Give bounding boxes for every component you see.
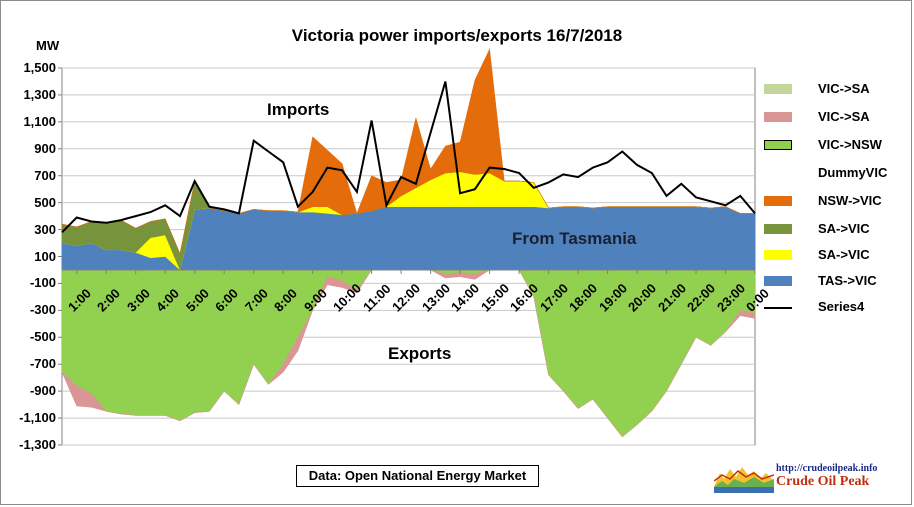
y-tick-label: 900 xyxy=(34,140,56,156)
legend-swatch xyxy=(764,84,792,94)
legend-label: VIC->SA xyxy=(818,81,870,96)
area-vic--sa xyxy=(61,269,756,438)
y-tick-label: -1,300 xyxy=(19,437,56,452)
oil-chart-icon xyxy=(714,467,774,493)
legend-label: VIC->SA xyxy=(818,109,870,124)
logo-url: http://crudeoilpeak.info xyxy=(776,463,878,474)
legend-label: TAS->VIC xyxy=(818,273,877,288)
legend-label: SA->VIC xyxy=(818,247,870,262)
y-tick-label: 300 xyxy=(34,221,56,237)
area-nsw--vic xyxy=(61,48,755,255)
exports-annotation: Exports xyxy=(388,344,452,363)
series-areas xyxy=(61,48,756,438)
series4-line xyxy=(61,81,756,234)
legend-label: NSW->VIC xyxy=(818,193,882,208)
y-tick-label: 1,100 xyxy=(23,113,56,129)
legend-label: DummyVIC xyxy=(818,165,888,180)
y-tick-label: 1,500 xyxy=(23,60,56,75)
legend-swatch xyxy=(764,224,792,234)
legend-swatch xyxy=(764,307,792,309)
y-tick-label: -100 xyxy=(29,275,56,291)
legend-swatch xyxy=(764,250,792,260)
y-tick-label: 100 xyxy=(34,248,56,264)
y-tick-label: -900 xyxy=(29,383,56,399)
legend-swatch xyxy=(764,112,792,122)
imports-annotation: Imports xyxy=(267,100,330,119)
y-tick-label: 700 xyxy=(34,167,56,183)
y-tick-label: 1,300 xyxy=(23,86,56,102)
legend-swatch xyxy=(764,276,792,286)
y-tick-label: -700 xyxy=(29,356,56,372)
y-tick-label: 500 xyxy=(34,194,56,210)
y-tick-label: -1,100 xyxy=(19,410,56,426)
legend-label: SA->VIC xyxy=(818,221,870,236)
legend-swatch xyxy=(764,196,792,206)
data-source-note: Data: Open National Energy Market xyxy=(296,465,539,487)
legend-label: VIC->NSW xyxy=(818,137,882,152)
y-tick-label: -300 xyxy=(29,302,56,318)
chart-title: Victoria power imports/exports 16/7/2018 xyxy=(291,26,623,45)
tasmania-annotation: From Tasmania xyxy=(512,229,637,248)
legend-swatch xyxy=(764,140,792,150)
y-tick-label: -500 xyxy=(29,329,56,345)
crude-oil-peak-logo[interactable]: http://crudeoilpeak.info Crude Oil Peak xyxy=(714,463,904,493)
legend-label: Series4 xyxy=(818,299,865,314)
logo-name: Crude Oil Peak xyxy=(776,474,870,489)
y-axis-unit: MW xyxy=(36,38,60,53)
